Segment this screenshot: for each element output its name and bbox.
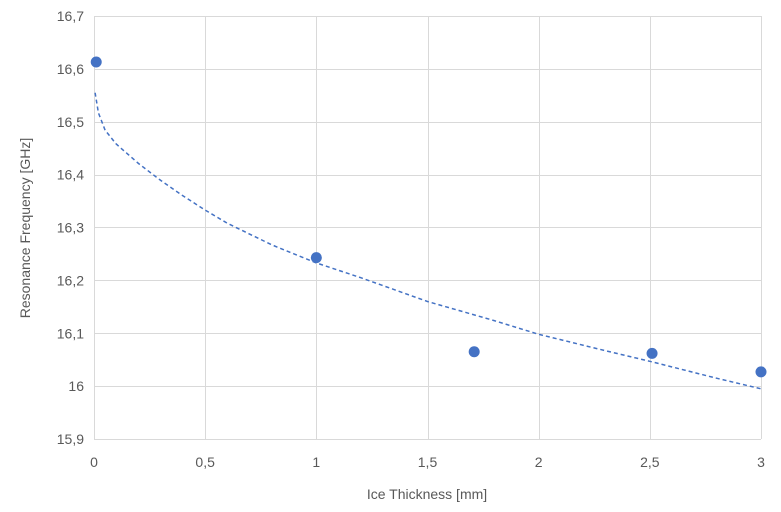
data-point [755,366,767,378]
x-tick-label: 1 [312,454,320,470]
trendline [94,92,762,390]
y-tick-label: 16,1 [57,325,84,341]
y-tick-label: 15,9 [57,431,84,447]
grid-lines [94,16,762,440]
data-point [310,252,322,264]
y-tick-label: 16,5 [57,114,84,130]
data-point [90,56,102,68]
data-points [90,56,767,378]
y-tick-label: 16,4 [57,167,84,183]
y-tick-label: 16,6 [57,61,84,77]
x-tick-label: 0 [90,454,98,470]
x-tick-label: 3 [757,454,765,470]
y-tick-label: 16,2 [57,272,84,288]
x-tick-label: 1,5 [418,454,438,470]
x-tick-label: 0,5 [195,454,215,470]
y-axis-ticks: 15,9 16 16,1 16,2 16,3 16,4 16,5 16,6 16,7 [57,8,84,447]
trendline-path [94,92,762,390]
y-tick-label: 16 [68,378,84,394]
data-point [646,347,658,359]
data-point [468,346,480,358]
y-axis-title: Resonance Frequency [GHz] [17,138,33,319]
x-tick-label: 2 [535,454,543,470]
x-axis-ticks: 0 0,5 1 1,5 2 2,5 3 [90,454,765,470]
y-tick-label: 16,7 [57,8,84,24]
x-axis-title: Ice Thickness [mm] [367,486,487,502]
x-tick-label: 2,5 [640,454,660,470]
y-tick-label: 16,3 [57,220,84,236]
